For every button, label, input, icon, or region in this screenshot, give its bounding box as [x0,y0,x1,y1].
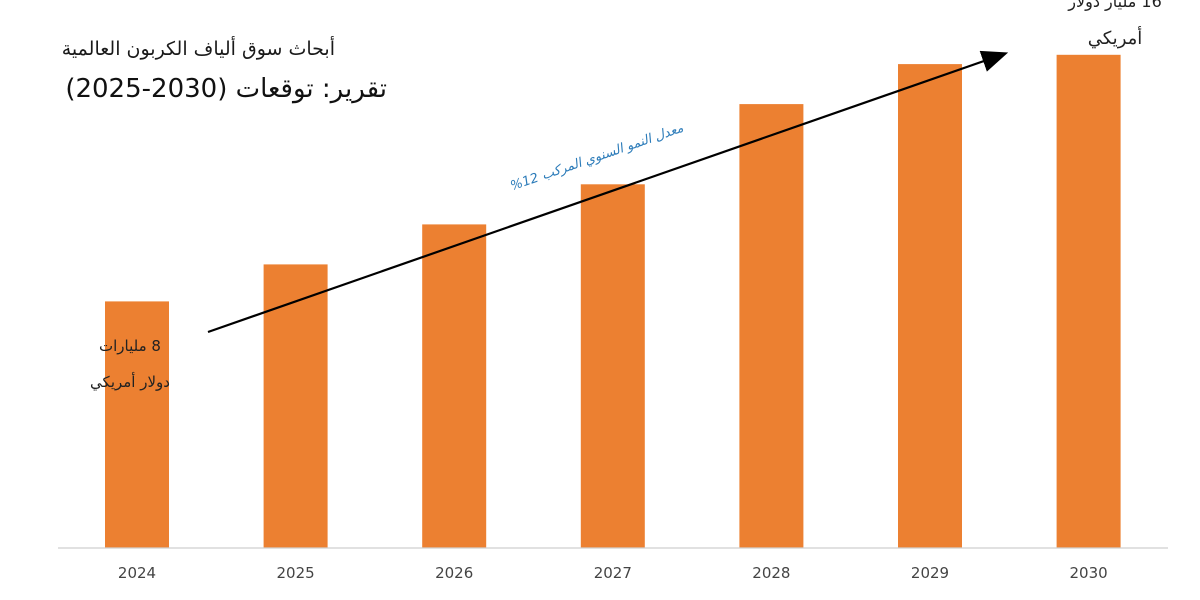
start-value-label-line2: دولار أمريكي [90,373,170,391]
x-tick-label-2025: 2025 [277,564,315,582]
x-tick-label-2028: 2028 [752,564,790,582]
end-value-label-line2: أمريكي [1087,28,1143,49]
x-tick-label-2026: 2026 [435,564,473,582]
x-tick-label-2024: 2024 [118,564,156,582]
bar-2028 [739,104,804,548]
bar-2027 [580,184,645,549]
bars-group [105,54,1121,549]
growth-trend-arrow [207,50,1009,334]
end-value-label-line1: 16 مليار دولار [1068,0,1162,11]
x-tick-labels-group: 2024 2025 2026 2027 2028 2029 2030 [118,564,1108,582]
chart-subtitle: تقرير: توقعات (2030-2025) [65,74,387,104]
x-tick-label-2029: 2029 [911,564,949,582]
bar-2024 [105,301,169,548]
bar-2030 [1056,54,1121,549]
x-tick-label-2030: 2030 [1070,564,1108,582]
chart-title: أبحاث سوق ألياف الكربون العالمية [61,38,335,60]
start-value-label-line1: 8 مليارات [99,337,161,355]
bar-2025 [263,264,328,548]
bar-2026 [422,224,487,548]
x-tick-label-2027: 2027 [594,564,632,582]
bar-2029 [898,64,962,548]
